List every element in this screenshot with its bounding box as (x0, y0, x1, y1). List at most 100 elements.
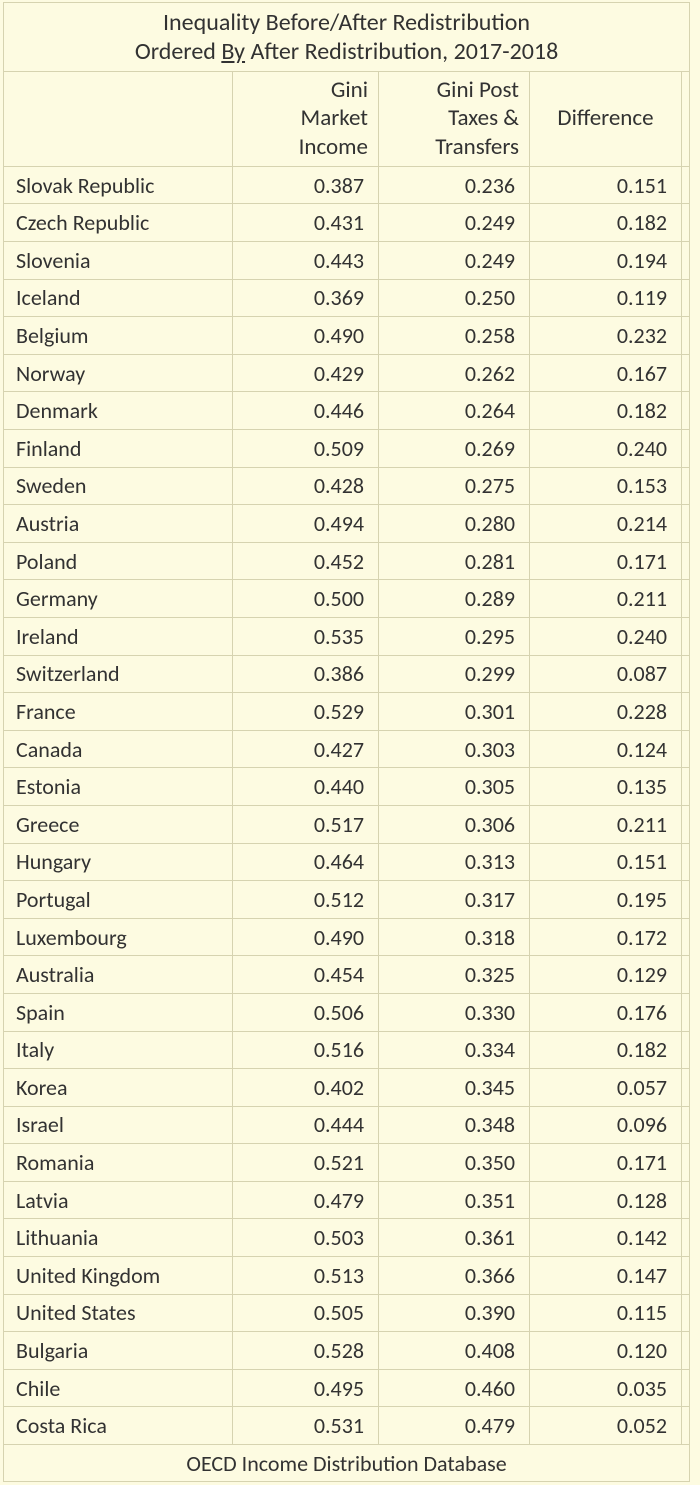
cell-country: Germany (4, 580, 233, 618)
cell-gini-post: 0.301 (379, 693, 530, 731)
cell-gini-post: 0.303 (379, 730, 530, 768)
cell-gini-market: 0.494 (233, 505, 379, 543)
cell-gini-market: 0.513 (233, 1257, 379, 1295)
cell-gini-market: 0.528 (233, 1332, 379, 1370)
cell-gini-post: 0.289 (379, 580, 530, 618)
table-row: Belgium0.4900.2580.232 (4, 317, 690, 355)
cell-edge (682, 430, 690, 468)
cell-difference: 0.211 (530, 580, 682, 618)
cell-edge (682, 1106, 690, 1144)
cell-difference: 0.147 (530, 1257, 682, 1295)
header-gini-market: Gini Market Income (233, 71, 379, 166)
cell-gini-post: 0.479 (379, 1407, 530, 1445)
cell-gini-market: 0.387 (233, 166, 379, 204)
table-row: Portugal0.5120.3170.195 (4, 881, 690, 919)
cell-gini-market: 0.500 (233, 580, 379, 618)
cell-difference: 0.240 (530, 430, 682, 468)
cell-edge (682, 768, 690, 806)
table-row: Chile0.4950.4600.035 (4, 1369, 690, 1407)
table-row: Latvia0.4790.3510.128 (4, 1181, 690, 1219)
cell-country: Portugal (4, 881, 233, 919)
cell-gini-post: 0.350 (379, 1144, 530, 1182)
cell-gini-market: 0.490 (233, 317, 379, 355)
cell-gini-market: 0.521 (233, 1144, 379, 1182)
cell-gini-post: 0.305 (379, 768, 530, 806)
table-row: United States0.5050.3900.115 (4, 1294, 690, 1332)
table-row: Israel0.4440.3480.096 (4, 1106, 690, 1144)
cell-country: Slovak Republic (4, 166, 233, 204)
cell-country: United States (4, 1294, 233, 1332)
header-edge (682, 71, 690, 166)
cell-gini-market: 0.444 (233, 1106, 379, 1144)
cell-edge (682, 881, 690, 919)
cell-difference: 0.087 (530, 655, 682, 693)
table-row: Hungary0.4640.3130.151 (4, 843, 690, 881)
cell-gini-market: 0.535 (233, 617, 379, 655)
cell-country: Romania (4, 1144, 233, 1182)
cell-difference: 0.228 (530, 693, 682, 731)
cell-edge (682, 1181, 690, 1219)
cell-edge (682, 1294, 690, 1332)
cell-difference: 0.172 (530, 918, 682, 956)
cell-country: Korea (4, 1069, 233, 1107)
cell-gini-market: 0.512 (233, 881, 379, 919)
cell-edge (682, 956, 690, 994)
cell-gini-market: 0.517 (233, 805, 379, 843)
cell-gini-post: 0.460 (379, 1369, 530, 1407)
cell-edge (682, 655, 690, 693)
cell-difference: 0.176 (530, 993, 682, 1031)
cell-gini-market: 0.454 (233, 956, 379, 994)
cell-gini-post: 0.351 (379, 1181, 530, 1219)
cell-gini-market: 0.479 (233, 1181, 379, 1219)
cell-difference: 0.232 (530, 317, 682, 355)
cell-difference: 0.057 (530, 1069, 682, 1107)
cell-country: Belgium (4, 317, 233, 355)
cell-country: Norway (4, 354, 233, 392)
cell-country: Denmark (4, 392, 233, 430)
cell-edge (682, 1144, 690, 1182)
table-row: Sweden0.4280.2750.153 (4, 467, 690, 505)
cell-edge (682, 392, 690, 430)
cell-country: Poland (4, 542, 233, 580)
cell-edge (682, 1407, 690, 1445)
table-row: Greece0.5170.3060.211 (4, 805, 690, 843)
cell-edge (682, 166, 690, 204)
cell-gini-post: 0.280 (379, 505, 530, 543)
gini-table: Inequality Before/After Redistribution O… (3, 2, 690, 1482)
table-footer: OECD Income Distribution Database (4, 1445, 690, 1482)
cell-gini-post: 0.345 (379, 1069, 530, 1107)
cell-difference: 0.115 (530, 1294, 682, 1332)
cell-country: Lithuania (4, 1219, 233, 1257)
cell-edge (682, 542, 690, 580)
cell-gini-market: 0.506 (233, 993, 379, 1031)
cell-difference: 0.194 (530, 242, 682, 280)
cell-country: Costa Rica (4, 1407, 233, 1445)
cell-gini-market: 0.440 (233, 768, 379, 806)
cell-difference: 0.129 (530, 956, 682, 994)
cell-gini-market: 0.464 (233, 843, 379, 881)
cell-country: Austria (4, 505, 233, 543)
cell-country: Chile (4, 1369, 233, 1407)
table-row: United Kingdom0.5130.3660.147 (4, 1257, 690, 1295)
cell-country: Iceland (4, 279, 233, 317)
cell-gini-post: 0.317 (379, 881, 530, 919)
cell-difference: 0.151 (530, 843, 682, 881)
cell-edge (682, 1069, 690, 1107)
cell-gini-market: 0.428 (233, 467, 379, 505)
cell-edge (682, 617, 690, 655)
cell-country: Greece (4, 805, 233, 843)
cell-edge (682, 918, 690, 956)
cell-gini-market: 0.516 (233, 1031, 379, 1069)
cell-difference: 0.171 (530, 1144, 682, 1182)
cell-difference: 0.240 (530, 617, 682, 655)
cell-difference: 0.119 (530, 279, 682, 317)
table-row: Ireland0.5350.2950.240 (4, 617, 690, 655)
cell-difference: 0.182 (530, 392, 682, 430)
cell-difference: 0.035 (530, 1369, 682, 1407)
cell-gini-post: 0.281 (379, 542, 530, 580)
table-row: Switzerland0.3860.2990.087 (4, 655, 690, 693)
cell-edge (682, 467, 690, 505)
cell-gini-post: 0.249 (379, 242, 530, 280)
table-row: Italy0.5160.3340.182 (4, 1031, 690, 1069)
cell-edge (682, 580, 690, 618)
